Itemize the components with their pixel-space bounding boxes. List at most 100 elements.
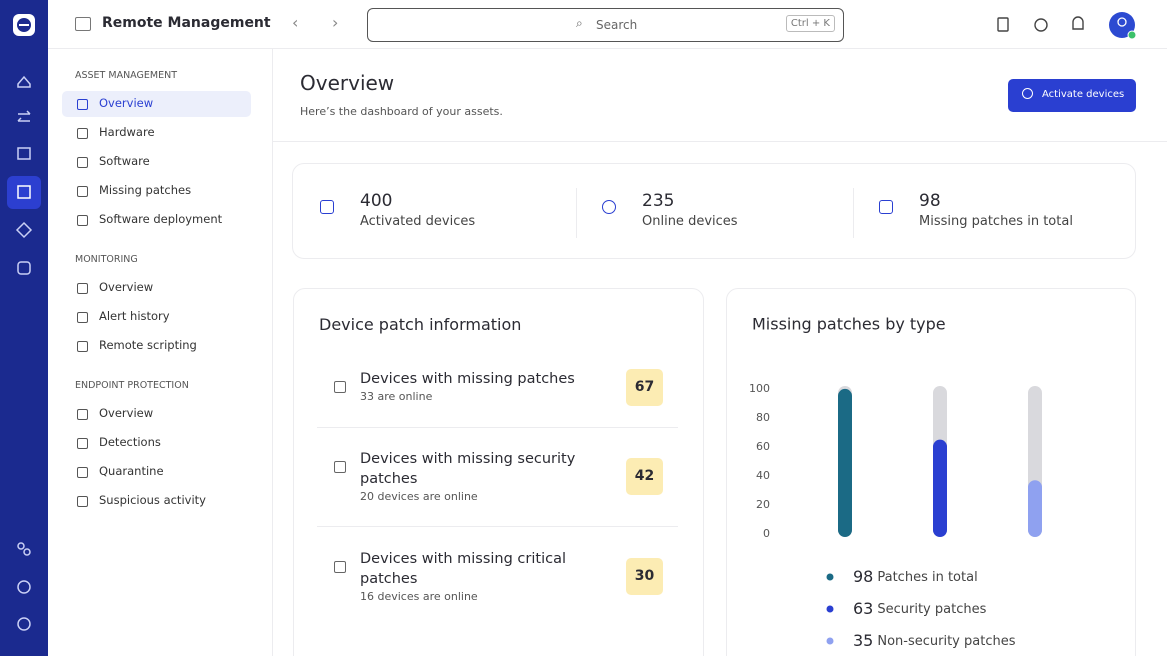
nav-item[interactable]: Hardware	[99, 125, 155, 139]
nav-item[interactable]: Overview	[99, 96, 154, 110]
legend-label: Security patches	[877, 602, 986, 617]
section-heading: ASSET MANAGEMENT	[75, 70, 177, 81]
y-tick-label: 0	[763, 527, 770, 540]
nav-icon	[77, 496, 88, 507]
bar	[838, 388, 852, 537]
stat-label: Activated devices	[360, 214, 476, 229]
row-note: 16 devices are online	[360, 590, 478, 603]
app-title: Remote Management	[102, 15, 271, 31]
download-icon[interactable]	[997, 17, 1009, 32]
nav-icon	[77, 157, 88, 168]
row-note: 33 are online	[360, 390, 433, 403]
stat-divider	[853, 188, 854, 238]
y-tick-label: 80	[756, 411, 770, 424]
row-title: Devices with missing critical patches	[360, 551, 566, 587]
activate-button[interactable]: Activate devices	[1008, 79, 1136, 112]
chart-card	[726, 288, 1136, 656]
bar	[1028, 480, 1042, 537]
section-heading: MONITORING	[75, 254, 138, 265]
y-tick-label: 60	[756, 440, 770, 453]
nav-item[interactable]: Overview	[99, 280, 154, 294]
card-title: Device patch information	[319, 315, 522, 334]
nav-item[interactable]: Missing patches	[99, 183, 192, 197]
stats-card	[292, 163, 1136, 259]
sidebar	[48, 48, 273, 656]
stat-value: 235	[642, 191, 675, 211]
stat-divider	[576, 188, 577, 238]
nav-icon	[77, 128, 88, 139]
legend-entry: 63 Security patches	[853, 599, 987, 618]
page-subtitle: Here’s the dashboard of your assets.	[300, 105, 503, 118]
page-title: Overview	[300, 71, 395, 95]
button-icon	[1022, 88, 1033, 99]
bell-icon[interactable]	[1072, 16, 1084, 30]
search-placeholder: Search	[596, 18, 638, 32]
button-label: Activate devices	[1042, 89, 1125, 100]
nav-item[interactable]: Quarantine	[99, 464, 164, 478]
legend-value: 63	[853, 599, 873, 618]
row-divider	[317, 526, 678, 527]
nav-icon	[77, 186, 88, 197]
legend-dot	[826, 605, 834, 613]
nav-icon	[77, 99, 88, 110]
legend-label: Non-security patches	[877, 634, 1015, 649]
patches-chart: Missing patches by type 0 20 40 60 80 100 98 Pa…	[749, 315, 1042, 650]
topbar-divider	[48, 48, 1167, 49]
search-icon: ⌕	[576, 16, 583, 30]
nav-item[interactable]: Suspicious activity	[99, 493, 206, 507]
nav-icon	[77, 215, 88, 226]
nav-item[interactable]: Overview	[99, 406, 154, 420]
y-tick-label: 100	[749, 382, 770, 395]
nav-icon	[77, 409, 88, 420]
legend-label: Patches in total	[877, 570, 977, 585]
active-item-bg	[62, 91, 251, 117]
row-divider	[317, 427, 678, 428]
stat-icon	[602, 200, 616, 214]
nav-item[interactable]: Software deployment	[99, 212, 223, 226]
stat-label: Missing patches in total	[919, 214, 1073, 229]
legend-dot	[826, 637, 834, 645]
avatar[interactable]	[1109, 12, 1135, 38]
row-title: Devices with missing patches	[360, 371, 575, 387]
row-icon	[334, 561, 346, 573]
header-divider	[273, 141, 1167, 142]
stat-value: 400	[360, 191, 393, 211]
row-icon	[334, 381, 346, 393]
legend-entry: 35 Non-security patches	[853, 631, 1016, 650]
stat-icon	[879, 200, 893, 214]
shortcut-hint: Ctrl + K	[785, 15, 835, 32]
panel-icon[interactable]	[75, 17, 91, 31]
stat-label: Online devices	[642, 214, 738, 229]
count-badge: 67	[626, 369, 663, 406]
legend-dot	[826, 573, 834, 581]
y-tick-label: 40	[756, 469, 770, 482]
stat-value: 98	[919, 191, 941, 211]
nav-item[interactable]: Software	[99, 154, 150, 168]
nav-icon	[77, 467, 88, 478]
search-box[interactable]: ⌕ Search Ctrl + K	[367, 8, 844, 42]
y-tick-label: 20	[756, 498, 770, 511]
nav-item[interactable]: Alert history	[99, 309, 170, 323]
nav-icon	[77, 438, 88, 449]
legend-value: 35	[853, 631, 873, 650]
back-button[interactable]: ‹	[292, 13, 299, 32]
bar	[933, 439, 947, 537]
legend-entry: 98 Patches in total	[853, 567, 978, 586]
nav-icon	[77, 312, 88, 323]
nav-item[interactable]: Remote scripting	[99, 338, 197, 352]
chat-icon[interactable]	[1034, 18, 1048, 32]
row-icon	[334, 461, 346, 473]
nav-icon	[77, 283, 88, 294]
section-heading: ENDPOINT PROTECTION	[75, 380, 189, 391]
count-badge: 30	[626, 558, 663, 595]
stat-icon	[320, 200, 334, 214]
count-badge: 42	[626, 458, 663, 495]
nav-rail	[0, 0, 48, 656]
chart-title: Missing patches by type	[752, 315, 946, 334]
nav-item[interactable]: Detections	[99, 435, 161, 449]
nav-icon	[77, 341, 88, 352]
forward-button[interactable]: ›	[332, 13, 339, 32]
legend-value: 98	[853, 567, 873, 586]
topbar-icons	[997, 12, 1137, 40]
